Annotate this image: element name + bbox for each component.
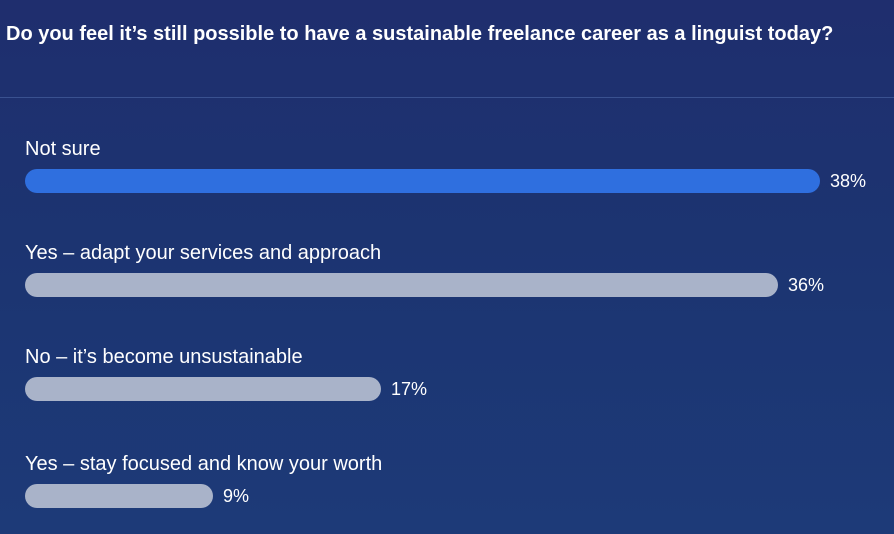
- poll-result-row: 9%: [25, 484, 885, 508]
- poll-option-label: Yes – adapt your services and approach: [25, 242, 382, 264]
- poll-result-bar: [25, 273, 778, 297]
- poll-result-row: 17%: [25, 377, 885, 401]
- poll-percent-label: 9%: [223, 486, 250, 506]
- poll-result-bar: [25, 484, 213, 508]
- poll-question: Do you feel it’s still possible to have …: [6, 23, 834, 45]
- poll-result-bar: [25, 377, 381, 401]
- divider: [0, 97, 894, 98]
- poll-percent-label: 17%: [391, 379, 428, 399]
- poll-result-row: 38%: [25, 169, 885, 193]
- poll-option-label: No – it’s become unsustainable: [25, 346, 303, 368]
- poll-option-label: Not sure: [25, 138, 101, 160]
- poll-result-row: 36%: [25, 273, 885, 297]
- poll-result-bar: [25, 169, 820, 193]
- poll-percent-label: 38%: [830, 171, 867, 191]
- poll-percent-label: 36%: [788, 275, 825, 295]
- poll-option-label: Yes – stay focused and know your worth: [25, 453, 383, 475]
